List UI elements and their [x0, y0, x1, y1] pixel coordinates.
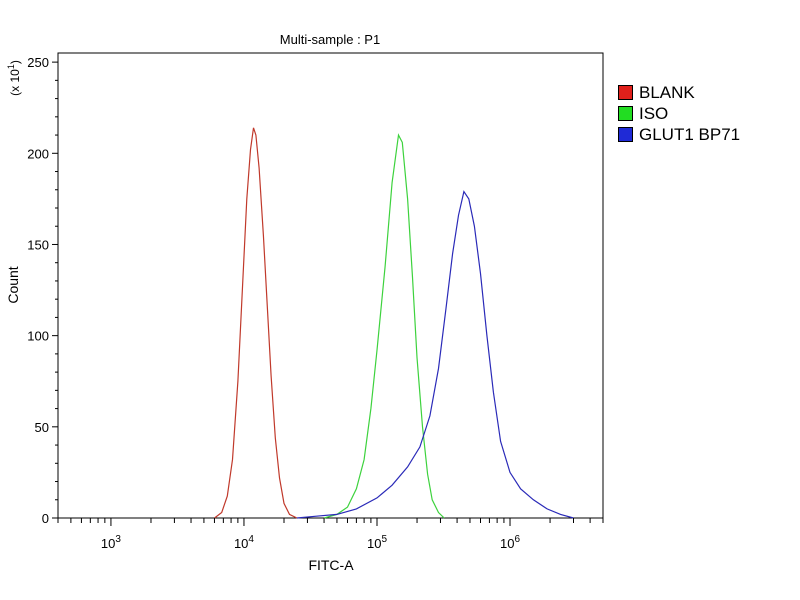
legend: BLANK ISO GLUT1 BP71	[618, 82, 740, 145]
legend-label-glut1: GLUT1 BP71	[639, 125, 741, 144]
plot-frame	[57, 52, 604, 519]
x-tick-label: 106	[500, 534, 520, 551]
series-line-2	[296, 190, 574, 519]
legend-label-blank: BLANK	[639, 83, 695, 102]
legend-item-iso: ISO	[618, 103, 740, 124]
legend-swatch-blank	[618, 85, 633, 100]
y-tick-label: 100	[27, 329, 49, 344]
series-line-1	[323, 133, 445, 519]
y-tick-label: 250	[27, 55, 49, 70]
axis-layer: 0 50 100 150 200 250 103 104 105 106	[27, 55, 604, 551]
legend-swatch-glut1	[618, 127, 633, 142]
y-tick-label: 200	[27, 146, 49, 161]
series-line-0	[214, 127, 298, 519]
legend-item-blank: BLANK	[618, 82, 740, 103]
legend-item-glut1: GLUT1 BP71	[618, 124, 740, 145]
y-tick-label: 50	[35, 420, 49, 435]
legend-label-iso: ISO	[639, 104, 669, 123]
legend-swatch-iso	[618, 106, 633, 121]
series-layer	[214, 127, 574, 519]
y-axis-label: Count	[5, 266, 21, 303]
y-axis-multiplier: (x 101)	[6, 60, 22, 96]
y-tick-label: 0	[42, 511, 49, 526]
x-tick-label: 105	[367, 534, 387, 551]
x-tick-label: 103	[101, 534, 121, 551]
chart-title: Multi-sample : P1	[280, 32, 380, 47]
x-axis-label: FITC-A	[308, 557, 354, 573]
x-tick-label: 104	[234, 534, 254, 551]
y-tick-label: 150	[27, 237, 49, 252]
